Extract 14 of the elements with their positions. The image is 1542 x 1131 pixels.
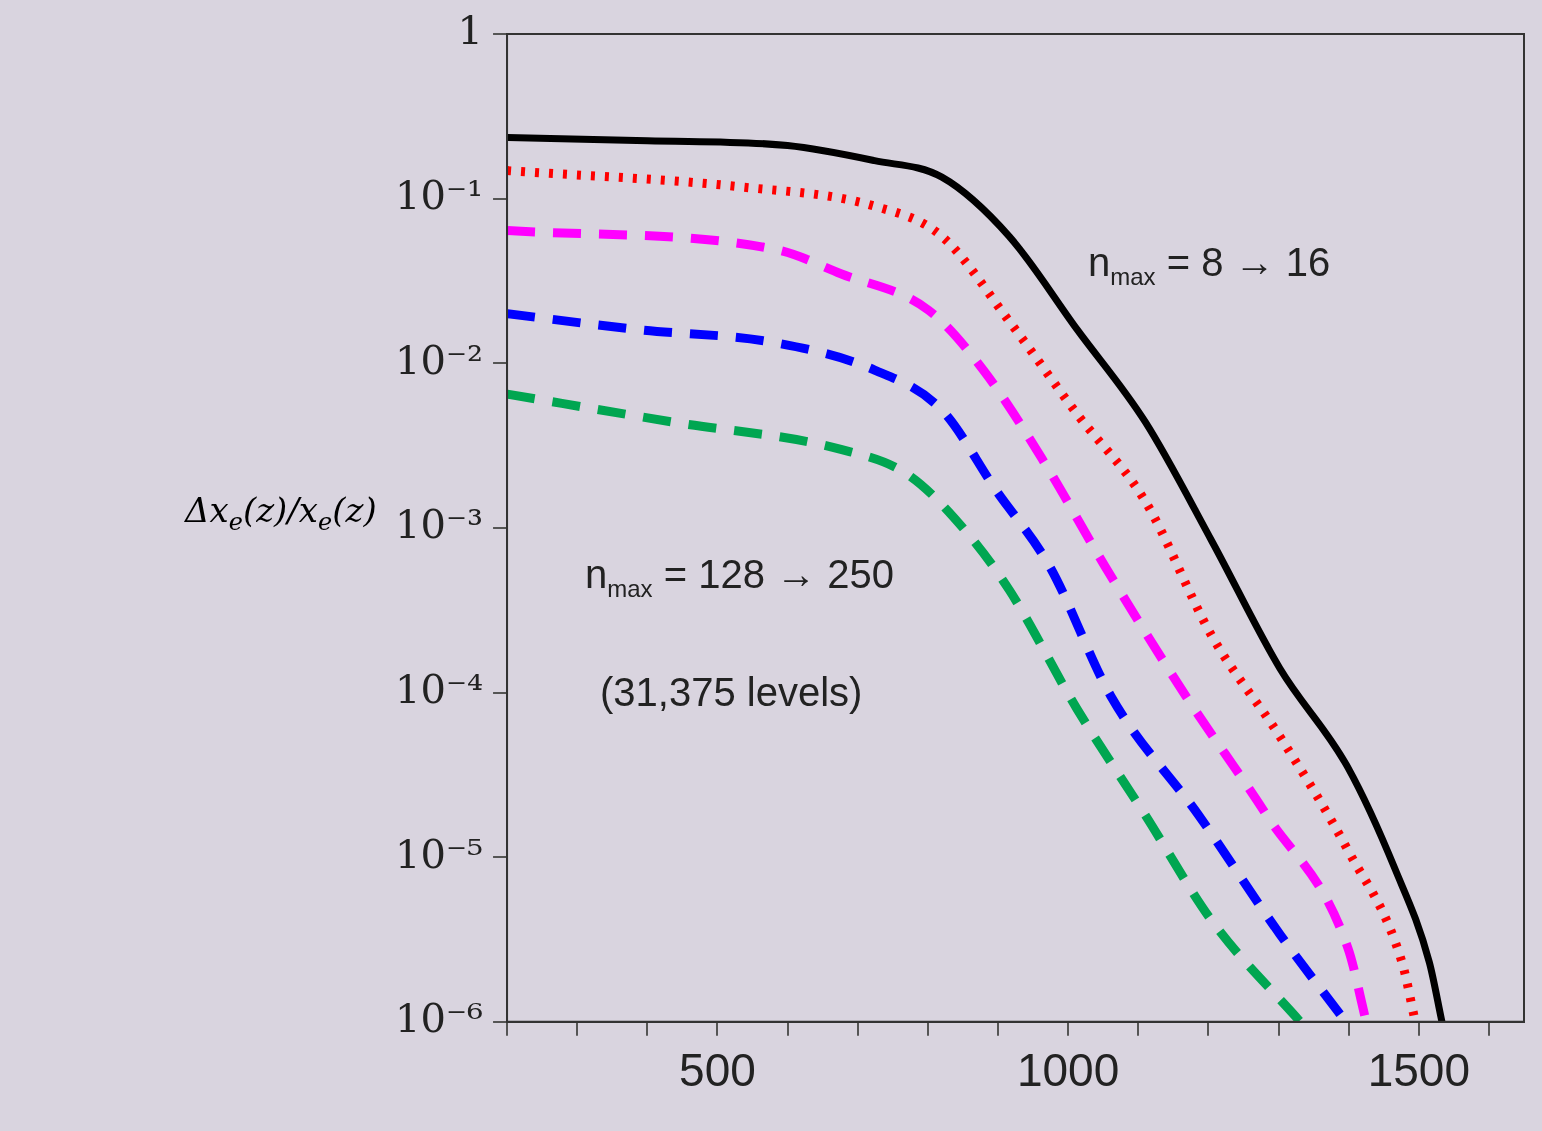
y-tick-label: 1 (457, 7, 484, 54)
y-tick-label: 10⁻² (395, 336, 484, 383)
x-tick-label: 500 (679, 1044, 756, 1097)
annotation: n$_{max}$ = 8 → 16 (1088, 240, 1331, 291)
y-tick-label: 10⁻⁴ (395, 665, 484, 712)
x-tick-label: 1000 (1016, 1044, 1120, 1097)
annotation: n$_{max}$ = 128 → 250 (585, 552, 894, 603)
x-tick-label: 1500 (1367, 1044, 1470, 1097)
y-tick-label: 10⁻⁵ (395, 830, 484, 877)
y-tick-label: 10⁻³ (395, 501, 484, 548)
y-tick-label: 10⁻¹ (395, 172, 484, 219)
annotation: (31,375 levels) (600, 670, 863, 715)
y-axis-title: Δx$_{e}$(z)/x$_{e}$(z) (185, 490, 377, 536)
y-tick-label: 10⁻⁶ (395, 995, 484, 1042)
